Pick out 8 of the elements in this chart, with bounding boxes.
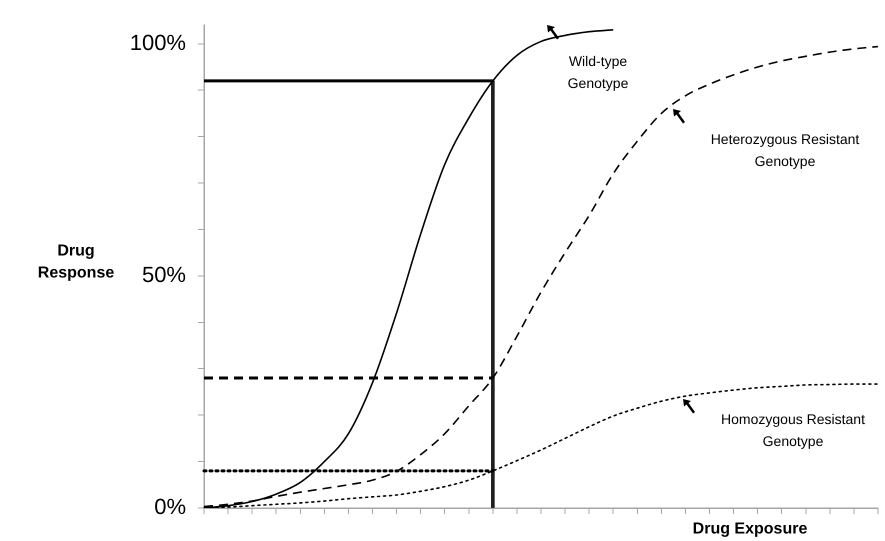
annotation: Wild-type Genotype: [568, 52, 629, 91]
x-axis-title: Drug Exposure: [692, 520, 808, 538]
y-axis-title: Drug Response: [38, 242, 114, 282]
annotation: Homozygous Resistant Genotype: [721, 410, 866, 449]
y-tick-label: 0%: [154, 494, 186, 520]
y-tick-label: 50%: [142, 262, 186, 287]
annotation: Heterozygous Resistant Genotype: [710, 130, 860, 169]
y-tick-label: 100%: [130, 30, 186, 55]
